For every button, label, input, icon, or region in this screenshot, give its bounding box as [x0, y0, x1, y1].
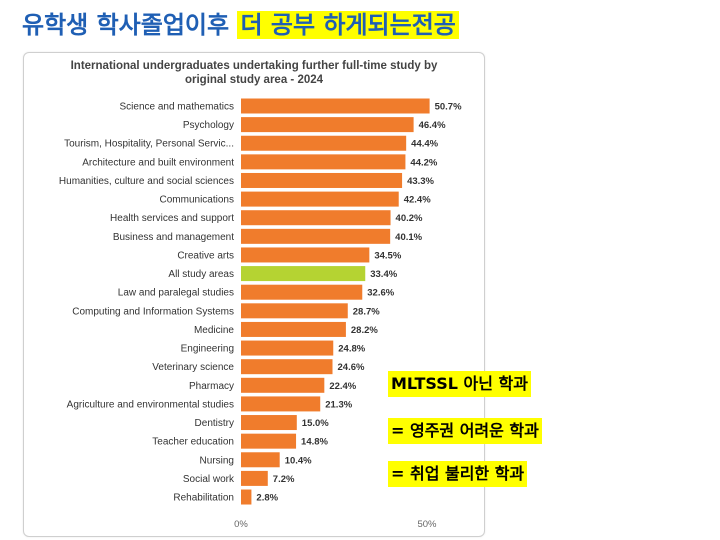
category-label: Teacher education — [152, 437, 234, 448]
note-hard-pr: = 영주권 어려운 학과 — [388, 418, 542, 444]
category-label: Tourism, Hospitality, Personal Servic... — [64, 139, 234, 150]
bar — [241, 172, 403, 188]
bar-value-label: 40.1% — [395, 232, 422, 243]
category-label: Science and mathematics — [119, 102, 234, 113]
category-label: Engineering — [181, 344, 234, 355]
bar — [241, 321, 346, 337]
chart-title-line-1: International undergraduates undertaking… — [70, 60, 438, 72]
bar-value-label: 43.3% — [407, 176, 434, 187]
bar-value-label: 7.2% — [273, 474, 295, 485]
bar-chart: Science and mathematics 50.7% Psychology 46… — [59, 98, 462, 530]
bar — [241, 117, 414, 133]
bar — [241, 191, 399, 207]
bar — [241, 284, 363, 300]
category-label: Veterinary science — [152, 362, 234, 373]
bar-value-label: 2.8% — [256, 493, 278, 504]
bar — [241, 377, 325, 393]
slide-title-highlight: 더 공부 하게되는전공 — [237, 11, 459, 39]
category-label: Business and management — [113, 232, 234, 243]
bar-value-label: 42.4% — [404, 195, 431, 206]
slide-title-text: 유학생 학사졸업이후 — [22, 11, 230, 39]
slide-title: 유학생 학사졸업이후 더 공부 하게되는전공 — [22, 8, 459, 42]
bar-value-label: 50.7% — [435, 102, 462, 113]
bar — [241, 135, 407, 151]
bar — [241, 415, 297, 431]
bar-value-label: 28.2% — [351, 325, 378, 336]
category-label: Medicine — [194, 325, 234, 336]
bar — [241, 154, 406, 170]
bar — [241, 266, 366, 282]
category-label: Rehabilitation — [173, 493, 234, 504]
chart-card: Science and mathematics 50.7% Psychology 46… — [23, 52, 485, 537]
category-label: Computing and Information Systems — [72, 306, 234, 317]
bar — [241, 452, 280, 468]
bar-value-label: 24.6% — [338, 362, 365, 373]
bar-value-label: 32.6% — [367, 288, 394, 299]
bar-value-label: 14.8% — [301, 437, 328, 448]
bar — [241, 470, 268, 486]
bar — [241, 228, 391, 244]
category-label: Dentistry — [195, 418, 234, 429]
note-not-mltssl: MLTSSL 아닌 학과 — [388, 371, 531, 397]
bar-value-label: 40.2% — [396, 213, 423, 224]
chart-title: International undergraduates undertaking… — [24, 59, 484, 87]
bar-value-label: 21.3% — [325, 399, 352, 410]
category-label: Humanities, culture and social sciences — [59, 176, 234, 187]
bar — [241, 340, 334, 356]
bar-value-label: 28.7% — [353, 306, 380, 317]
chart-title-line-2: original study area - 2024 — [184, 74, 324, 86]
bar — [241, 247, 370, 263]
bar-value-label: 24.8% — [338, 344, 365, 355]
bar-value-label: 44.4% — [411, 139, 438, 150]
bar — [241, 98, 430, 114]
category-label: Health services and support — [110, 213, 234, 224]
bar-value-label: 15.0% — [302, 418, 329, 429]
bar — [241, 489, 252, 505]
category-label: Law and paralegal studies — [118, 288, 234, 299]
x-tick-label: 50% — [417, 519, 437, 530]
note-hard-employment: = 취업 불리한 학과 — [388, 461, 528, 487]
category-label: Architecture and built environment — [82, 157, 234, 168]
category-label: Social work — [183, 474, 235, 485]
category-label: Agriculture and environmental studies — [67, 399, 234, 410]
bar-value-label: 34.5% — [374, 250, 401, 261]
bar — [241, 303, 348, 319]
x-tick-label: 0% — [234, 519, 248, 530]
category-label: Nursing — [200, 455, 234, 466]
bar — [241, 359, 333, 375]
bar — [241, 396, 321, 412]
category-label: Communications — [160, 195, 234, 206]
bar — [241, 210, 391, 226]
bar-value-label: 44.2% — [410, 157, 437, 168]
category-label: All study areas — [168, 269, 234, 280]
category-label: Psychology — [183, 120, 234, 131]
category-label: Creative arts — [177, 250, 234, 261]
bar-value-label: 22.4% — [329, 381, 356, 392]
bar — [241, 433, 297, 449]
bar-value-label: 46.4% — [419, 120, 446, 131]
bar-value-label: 33.4% — [370, 269, 397, 280]
category-label: Pharmacy — [189, 381, 234, 392]
bar-value-label: 10.4% — [285, 455, 312, 466]
